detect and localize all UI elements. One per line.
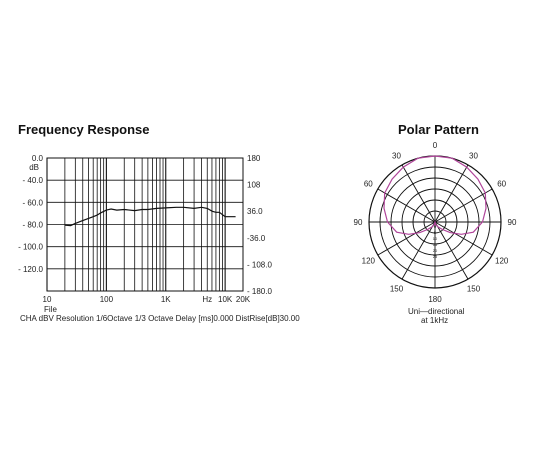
polar-ring-label: 15 (433, 242, 438, 247)
polar-angle-label: 150 (390, 285, 404, 294)
fr-x-tick-label: 10 (43, 295, 52, 304)
fr-left-tick-label: - 80.0 (23, 221, 44, 230)
file-label: File (44, 305, 57, 314)
frequency-response-title: Frequency Response (18, 122, 150, 137)
frequency-response-chart: 0.0 - 40.0 - 60.0 - 80.0 - 100.0 - 120.0 dB 180… (18, 154, 272, 304)
fr-left-tick-label: - 120.0 (18, 265, 43, 274)
fr-left-tick-label: - 40.0 (23, 176, 44, 185)
polar-spoke (377, 188, 436, 223)
polar-spoke (401, 221, 436, 280)
polar-angle-label: 180 (428, 295, 442, 304)
polar-angle-label: 120 (495, 257, 509, 266)
fr-left-axis-unit: dB (29, 163, 39, 172)
polar-ring-label: 5 (434, 230, 437, 235)
polar-ring-label: 25 (433, 254, 438, 259)
fr-x-tick-label: Hz (202, 295, 212, 304)
fr-left-tick-label: - 60.0 (23, 198, 44, 207)
polar-ring-label: 20 (433, 248, 438, 253)
polar-pattern-title: Polar Pattern (398, 122, 479, 137)
polar-pattern-curve (383, 155, 487, 235)
polar-spoke (434, 221, 493, 256)
fr-plot-frame (46, 157, 244, 292)
footer-settings: CHA dBV Resolution 1/6Octave 1/3 Octave … (20, 314, 300, 323)
fr-x-tick-label: 20K (236, 295, 251, 304)
polar-angle-label: 120 (362, 257, 376, 266)
fr-right-tick-label: - 108.0 (247, 260, 272, 269)
polar-ring-label: 0 (434, 224, 437, 229)
polar-spoke (401, 164, 436, 223)
fr-right-tick-label: 36.0 (247, 207, 263, 216)
polar-spoke (434, 221, 469, 280)
polar-angle-label: 30 (392, 151, 401, 160)
fr-right-tick-label: 108 (247, 181, 261, 190)
fr-right-tick-label: -36.0 (247, 234, 266, 243)
polar-spoke (377, 221, 436, 256)
polar-angle-label: 30 (469, 151, 478, 160)
polar-angle-label: 90 (508, 218, 517, 227)
fr-x-tick-label: 100 (100, 295, 114, 304)
fr-left-tick-label: - 100.0 (18, 243, 43, 252)
fr-response-line (64, 206, 236, 227)
polar-caption-line-2: at 1kHz (421, 316, 449, 325)
polar-ring-label: 10 (433, 236, 438, 241)
fr-left-tick-label: 0.0 (32, 154, 44, 163)
polar-angle-label: 90 (354, 218, 363, 227)
fr-right-tick-label: - 180.0 (247, 287, 272, 296)
fr-right-tick-label: 180 (247, 154, 261, 163)
polar-angle-label: 60 (364, 180, 373, 189)
polar-angle-label: 60 (497, 180, 506, 189)
polar-caption-line-1: Uni—directional (408, 307, 465, 316)
polar-spoke (434, 188, 493, 223)
polar-angle-label: 150 (467, 285, 481, 294)
polar-spoke (434, 164, 469, 223)
polar-angle-label: 0 (433, 141, 438, 150)
fr-x-tick-label: 10K (218, 295, 233, 304)
fr-x-tick-label: 1K (161, 295, 171, 304)
